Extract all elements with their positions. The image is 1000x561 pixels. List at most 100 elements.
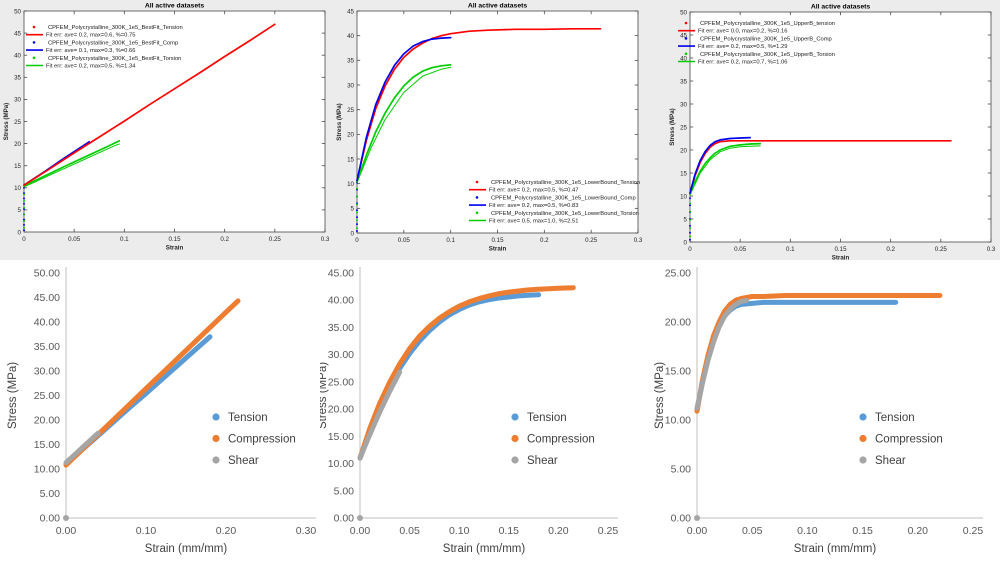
y-tick-label: 20.00 — [665, 317, 691, 329]
chart-title: All active datasets — [811, 4, 871, 11]
series-marker-torsion-initial-data — [689, 227, 691, 230]
y-axis-title: Stress (MPa) — [7, 362, 19, 429]
legend-label: Tension — [527, 412, 567, 424]
x-tick-label: 0.05 — [398, 237, 411, 244]
chart-svg-excel-linear: 0.00 0.10 0.20 0.30 0.00 5.00 10.00 15.00 20.00 2… — [7, 267, 316, 555]
y-tick-label: 35 — [680, 78, 687, 85]
series-line-tension — [357, 292, 542, 461]
series-marker-torsion-initial-data — [356, 203, 358, 206]
legend-marker — [859, 456, 867, 464]
series-line-tension — [694, 299, 899, 413]
legend-marker — [684, 52, 688, 56]
series-marker-comp-initial-data — [689, 197, 691, 200]
y-tick-label: 35.00 — [34, 341, 60, 353]
y-tick-label: 45.00 — [328, 268, 354, 280]
x-tick-label: 0.25 — [585, 237, 598, 244]
legend-marker — [475, 180, 479, 184]
legend-label: Fit err: ave= 0.5, max=1.0, %=2.51 — [489, 219, 578, 225]
y-tick-label: 15 — [347, 156, 354, 163]
x-tick-label: 0.1 — [120, 236, 129, 243]
y-tick-label: 20 — [14, 141, 21, 148]
y-tick-label: 5 — [18, 207, 22, 214]
series-marker-comp-initial-data — [356, 209, 358, 212]
legend: CPFEM_Polycrystalline_300K_1e5_BestFit_T… — [26, 25, 183, 70]
legend-label: CPFEM_Polycrystalline_300K_1e5_BestFit_T… — [48, 56, 181, 62]
y-tick-label: 0 — [684, 239, 688, 246]
y-tick-label: 0.00 — [334, 513, 355, 525]
y-tick-label: 5.00 — [334, 485, 355, 497]
y-tick-label: 20 — [347, 132, 354, 139]
series-line-compression — [357, 285, 576, 461]
y-tick-label: 15 — [14, 163, 21, 170]
series-line-upperb-torsion — [689, 142, 762, 196]
series-marker-comp-initial-data — [23, 223, 25, 226]
series-marker-comp-initial-data — [23, 186, 25, 189]
y-tick-label: 30 — [680, 101, 687, 108]
excel-chart-linear: 0.00 0.10 0.20 0.30 0.00 5.00 10.00 15.00 20.00 2… — [0, 260, 320, 561]
legend-marker — [511, 456, 519, 464]
series-marker-comp-initial-data — [356, 230, 358, 233]
series-marker-comp-initial-data — [356, 216, 358, 219]
matlab-figure-lowerbound: 0 0.05 0.1 0.15 0.2 0.25 0.3 0 5 10 15 20 25 30 35 40 45… — [333, 0, 666, 260]
y-tick-label: 40.00 — [34, 317, 60, 329]
series-marker-torsion-initial-data — [356, 195, 358, 198]
y-tick-label: 40 — [14, 53, 21, 60]
chart-svg-excel-plateau: 0.00 0.05 0.10 0.15 0.20 0.25 0.00 5.00 10.00 15.… — [654, 267, 983, 555]
y-tick-label: 0.00 — [40, 513, 61, 525]
x-tick-label: 0.2 — [220, 236, 229, 243]
legend: CPFEM_Polycrystalline_300K_1e5_UpperB_te… — [678, 21, 835, 66]
y-tick-label: 30.00 — [328, 349, 354, 361]
series-marker-comp-initial-data — [23, 197, 25, 200]
legend-label: Fit err: ave= 0.2, max=0.7, %=1.06 — [698, 60, 787, 66]
plot-area — [23, 10, 326, 233]
y-tick-label: 45.00 — [34, 292, 60, 304]
series-line-lowerbound-comp — [356, 36, 452, 182]
y-tick-label: 10.00 — [328, 458, 354, 470]
legend-marker — [475, 196, 479, 199]
chart-svg-upperbound: 0 0.05 0.1 0.15 0.2 0.25 0.3 0 5 10 15 20 25 30 35 40 45… — [669, 4, 996, 261]
y-axis-title: Stress (MPa) — [3, 103, 10, 140]
series-line-bestfit-torsion — [23, 140, 121, 187]
series-marker-comp-initial-data — [689, 238, 691, 241]
y-tick-label: 45 — [347, 8, 354, 15]
series-marker-shear-origin — [63, 515, 69, 521]
y-tick-label: 25.00 — [34, 390, 60, 402]
x-tick-label: 0 — [355, 237, 359, 244]
legend-marker — [212, 413, 220, 421]
x-tick-label: 0.1 — [786, 246, 795, 253]
series-marker-comp-initial-data — [23, 202, 25, 205]
plot-area — [689, 11, 992, 243]
y-tick-label: 5 — [684, 216, 688, 223]
x-tick-label: 0.10 — [449, 525, 470, 537]
legend-marker — [684, 21, 688, 25]
y-tick-label: 10 — [680, 193, 687, 200]
x-tick-label: 0.2 — [886, 246, 895, 253]
legend-label: Compression — [527, 434, 595, 446]
y-tick-label: 50 — [14, 8, 21, 15]
series-marker-comp-initial-data — [689, 231, 691, 234]
y-tick-label: 20.00 — [328, 404, 354, 416]
y-tick-label: 10 — [347, 181, 354, 188]
y-tick-label: 35 — [347, 58, 354, 65]
legend: Tension Compression Shear — [511, 412, 595, 467]
series-line-compression — [694, 293, 943, 414]
legend-marker — [684, 37, 688, 40]
matlab-figure-upperbound: 0 0.05 0.1 0.15 0.2 0.25 0.3 0 5 10 15 20 25 30 35 40 45… — [666, 0, 1000, 260]
series-marker-shear-origin — [357, 515, 363, 521]
legend-marker — [859, 413, 867, 421]
series-marker-torsion-initial-data — [23, 200, 25, 203]
series-marker-torsion-initial-data — [23, 213, 25, 216]
x-tick-label: 0.00 — [56, 525, 77, 537]
y-tick-label: 15.00 — [665, 366, 691, 378]
chart-svg-lowerbound: 0 0.05 0.1 0.15 0.2 0.25 0.3 0 5 10 15 20 25 30 35 40 45… — [336, 3, 643, 253]
x-tick-label: 0.15 — [834, 246, 847, 253]
x-tick-label: 0.05 — [734, 246, 747, 253]
x-tick-label: 0.05 — [742, 525, 763, 537]
series-line-shear — [63, 430, 101, 466]
legend: CPFEM_Polycrystalline_300K_1e5_LowerBoun… — [469, 180, 640, 225]
legend-label: CPFEM_Polycrystalline_300K_1e5_LowerBoun… — [491, 211, 639, 217]
x-tick-label: 0.05 — [399, 525, 420, 537]
legend-label: Shear — [875, 455, 906, 467]
y-tick-label: 25 — [680, 124, 687, 131]
